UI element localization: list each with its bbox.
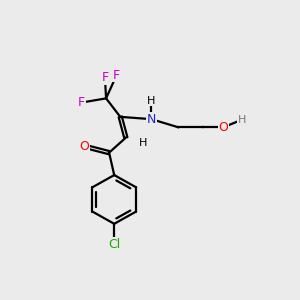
Text: Cl: Cl — [108, 238, 120, 251]
Text: H: H — [139, 138, 148, 148]
Text: F: F — [113, 69, 120, 82]
Text: N: N — [147, 113, 156, 126]
Text: F: F — [101, 71, 109, 84]
Text: F: F — [78, 96, 85, 109]
Text: H: H — [238, 115, 246, 124]
Text: O: O — [79, 140, 89, 153]
Text: H: H — [147, 96, 156, 106]
Text: O: O — [219, 121, 228, 134]
